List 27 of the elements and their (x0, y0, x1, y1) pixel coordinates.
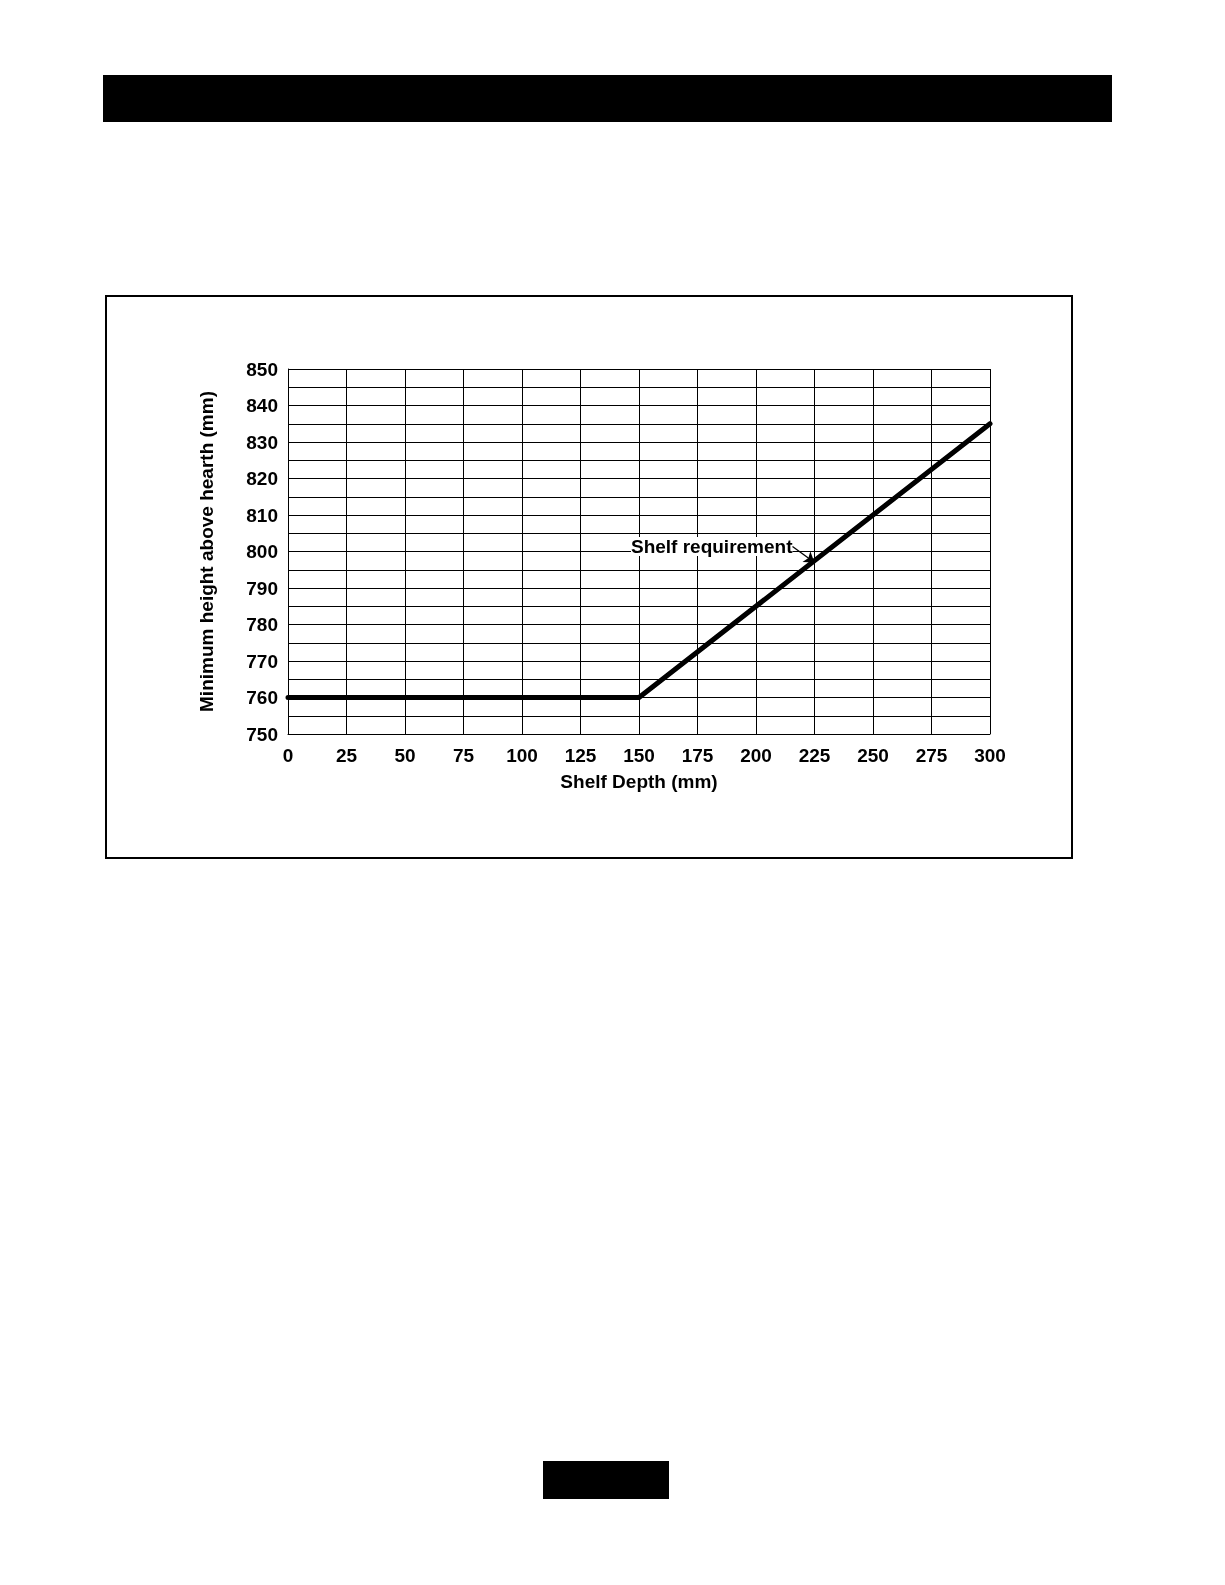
y-tick-label: 790 (246, 577, 278, 599)
y-tick-label: 820 (246, 468, 278, 489)
x-axis-title: Shelf Depth (mm) (560, 771, 718, 792)
x-tick-label: 100 (506, 745, 538, 766)
x-tick-label: 50 (394, 745, 416, 766)
x-tick-label: 225 (798, 745, 831, 766)
x-tick-label: 125 (564, 745, 597, 766)
x-tick-label: 0 (282, 745, 294, 766)
x-tick-label: 250 (857, 745, 889, 766)
y-tick-label: 770 (246, 650, 278, 672)
x-tick-label: 150 (623, 745, 655, 766)
x-tick-label: 200 (740, 745, 772, 766)
annotation: Shelf requirement (630, 535, 794, 557)
y-tick-label: 800 (246, 541, 278, 562)
y-tick-label: 840 (246, 395, 278, 416)
y-axis-title: Minimum height above hearth (mm) (195, 391, 217, 712)
y-tick-label: 850 (246, 358, 278, 380)
x-tick-label: 275 (915, 745, 948, 766)
y-tick-label: 780 (246, 614, 278, 635)
y-tick-label: 750 (246, 723, 278, 745)
x-tick-label: 75 (452, 745, 475, 766)
y-tick-label: 830 (246, 431, 278, 453)
y-tick-label: 760 (246, 687, 278, 708)
y-tick-label: 810 (246, 504, 278, 526)
x-tick-label: 25 (335, 745, 358, 766)
x-tick-label: 175 (681, 745, 714, 766)
x-tick-label: 300 (974, 745, 1006, 766)
